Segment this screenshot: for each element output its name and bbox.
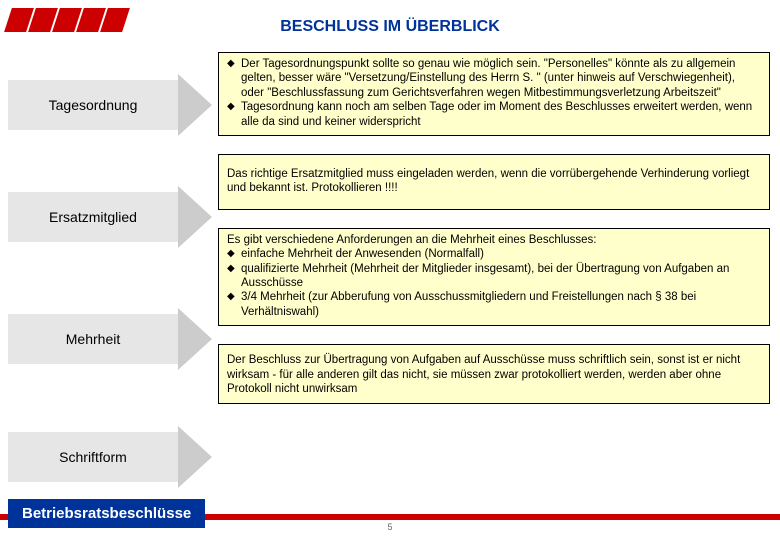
box-ersatzmitglied: Das richtige Ersatzmitglied muss eingela… [218, 154, 770, 210]
arrow-schriftform: Schriftform [8, 432, 208, 482]
arrow-head-icon [178, 186, 212, 248]
bullet-item: ◆ einfache Mehrheit der Anwesenden (Norm… [227, 247, 761, 261]
box-intro: Es gibt verschiedene Anforderungen an di… [227, 233, 761, 247]
arrow-mehrheit: Mehrheit [8, 314, 208, 364]
arrow-body: Tagesordnung [8, 80, 178, 130]
arrow-body: Mehrheit [8, 314, 178, 364]
diamond-bullet-icon: ◆ [227, 262, 241, 291]
arrow-body: Schriftform [8, 432, 178, 482]
box-schriftform: Der Beschluss zur Übertragung von Aufgab… [218, 344, 770, 404]
arrow-label: Ersatzmitglied [49, 209, 137, 225]
diamond-bullet-icon: ◆ [227, 290, 241, 319]
box-mehrheit: Es gibt verschiedene Anforderungen an di… [218, 228, 770, 326]
arrow-column: Tagesordnung Ersatzmitglied Mehrheit Sch… [8, 62, 208, 542]
bullet-text: Der Tagesordnungspunkt sollte so genau w… [241, 57, 761, 100]
diamond-bullet-icon: ◆ [227, 57, 241, 100]
page-title: BESCHLUSS IM ÜBERBLICK [0, 18, 780, 36]
arrow-ersatzmitglied: Ersatzmitglied [8, 192, 208, 242]
arrow-head-icon [178, 308, 212, 370]
arrow-label: Mehrheit [66, 331, 120, 347]
bullet-item: ◆ Tagesordnung kann noch am selben Tage … [227, 100, 761, 129]
diamond-bullet-icon: ◆ [227, 247, 241, 261]
arrow-label: Schriftform [59, 449, 127, 465]
box-text: Das richtige Ersatzmitglied muss eingela… [227, 167, 761, 196]
box-tagesordnung: ◆ Der Tagesordnungspunkt sollte so genau… [218, 52, 770, 136]
bullet-text: qualifizierte Mehrheit (Mehrheit der Mit… [241, 262, 761, 291]
bullet-item: ◆ Der Tagesordnungspunkt sollte so genau… [227, 57, 761, 100]
arrow-tagesordnung: Tagesordnung [8, 80, 208, 130]
bullet-text: Tagesordnung kann noch am selben Tage od… [241, 100, 761, 129]
bullet-item: ◆ qualifizierte Mehrheit (Mehrheit der M… [227, 262, 761, 291]
diamond-bullet-icon: ◆ [227, 100, 241, 129]
bullet-item: ◆ 3/4 Mehrheit (zur Abberufung von Aussc… [227, 290, 761, 319]
arrow-body: Ersatzmitglied [8, 192, 178, 242]
bullet-text: einfache Mehrheit der Anwesenden (Normal… [241, 247, 761, 261]
arrow-label: Tagesordnung [49, 97, 138, 113]
arrow-head-icon [178, 74, 212, 136]
arrow-head-icon [178, 426, 212, 488]
content-column: ◆ Der Tagesordnungspunkt sollte so genau… [218, 52, 770, 422]
page-number: 5 [387, 522, 392, 532]
box-text: Der Beschluss zur Übertragung von Aufgab… [227, 353, 761, 396]
footer-title: Betriebsratsbeschlüsse [8, 499, 205, 528]
bullet-text: 3/4 Mehrheit (zur Abberufung von Ausschu… [241, 290, 761, 319]
